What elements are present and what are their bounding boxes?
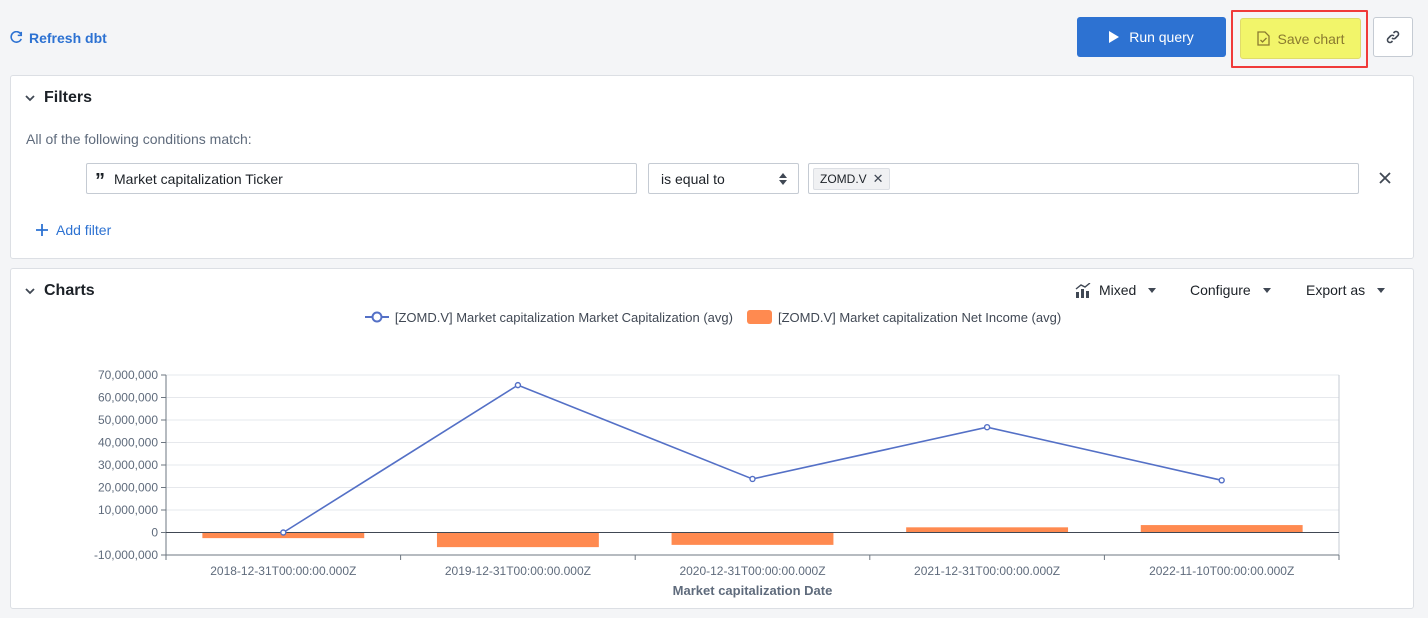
charts-card: Charts Mixed Configure Export as [ZOMD.V… (10, 268, 1414, 609)
charts-title: Charts (44, 282, 95, 299)
caret-down-icon (1148, 287, 1157, 293)
legend-label-bar: [ZOMD.V] Market capitalization Net Incom… (777, 309, 1062, 325)
filter-field-select[interactable]: ” Market capitalization Ticker (86, 163, 637, 194)
run-query-label: Run query (1129, 29, 1194, 45)
legend-bar-swatch (746, 310, 772, 324)
y-tick-label: 60,000,000 (98, 391, 158, 405)
save-chart-button[interactable]: Save chart (1240, 18, 1361, 59)
quote-icon: ” (95, 170, 105, 192)
link-icon (1386, 30, 1400, 44)
chevron-down-icon (25, 288, 35, 295)
x-tick-label: 2018-12-31T00:00:00.000Z (210, 564, 356, 578)
line-point (749, 475, 756, 483)
filter-value-input[interactable]: ZOMD.V ✕ (808, 163, 1359, 194)
close-icon (1379, 172, 1391, 184)
value-tag-label: ZOMD.V (820, 171, 867, 186)
charts-header[interactable]: Charts (24, 280, 95, 302)
line-point (1218, 477, 1225, 484)
x-tick-label: 2020-12-31T00:00:00.000Z (679, 564, 825, 578)
remove-filter-button[interactable] (1376, 169, 1394, 187)
caret-down-icon (1377, 287, 1386, 293)
refresh-dbt-label: Refresh dbt (29, 30, 107, 46)
y-tick-label: 50,000,000 (98, 413, 158, 427)
document-check-icon (1256, 31, 1270, 46)
refresh-icon (10, 31, 23, 43)
x-tick-label: 2019-12-31T00:00:00.000Z (445, 564, 591, 578)
tag-remove-icon[interactable]: ✕ (872, 170, 884, 186)
bar (436, 532, 599, 548)
export-label: Export as (1306, 282, 1366, 298)
run-query-button[interactable]: Run query (1077, 17, 1226, 57)
y-tick-label: 30,000,000 (98, 458, 158, 472)
legend-line-marker (364, 311, 389, 323)
y-tick-label: 10,000,000 (98, 503, 158, 517)
y-tick-label: 40,000,000 (98, 436, 158, 450)
export-menu[interactable]: Export as (1306, 279, 1386, 301)
filters-title: Filters (44, 89, 93, 106)
y-tick-label: -10,000,000 (94, 548, 158, 562)
play-icon (1109, 31, 1120, 43)
mixed-chart-icon (1075, 282, 1091, 298)
line-point (983, 423, 991, 431)
bar (1140, 525, 1303, 533)
configure-menu[interactable]: Configure (1190, 279, 1271, 301)
y-tick-label: 70,000,000 (98, 368, 158, 382)
value-tag: ZOMD.V ✕ (813, 167, 890, 190)
filters-header[interactable]: Filters (24, 87, 92, 109)
filter-operator-select[interactable]: is equal to (648, 163, 799, 194)
plus-icon (36, 224, 48, 236)
add-filter-button[interactable]: Add filter (36, 219, 111, 241)
top-toolbar: Refresh dbt Run query Save chart (0, 0, 1428, 74)
chevron-down-icon (25, 95, 35, 102)
bar (906, 527, 1069, 533)
y-tick-label: 0 (151, 526, 158, 540)
x-axis-label: Market capitalization Date (673, 583, 833, 598)
y-tick-label: 20,000,000 (98, 481, 158, 495)
save-chart-highlight: Save chart (1231, 10, 1368, 68)
filter-field-label: Market capitalization Ticker (114, 170, 283, 187)
refresh-dbt-button[interactable]: Refresh dbt (9, 28, 107, 48)
chart-legend: [ZOMD.V] Market capitalization Market Ca… (11, 306, 1415, 328)
line-point (280, 529, 287, 536)
configure-label: Configure (1190, 282, 1251, 298)
chart-type-label: Mixed (1099, 282, 1137, 298)
legend-item-bar[interactable]: [ZOMD.V] Market capitalization Net Incom… (746, 309, 1062, 325)
filters-card: Filters All of the following conditions … (10, 75, 1414, 259)
condition-label: All of the following conditions match: (26, 131, 252, 147)
filter-operator-label: is equal to (661, 170, 725, 187)
caret-down-icon (1262, 287, 1271, 293)
bar (671, 532, 834, 545)
legend-item-line[interactable]: [ZOMD.V] Market capitalization Market Ca… (364, 309, 733, 325)
line-point (514, 381, 522, 389)
chart-type-menu[interactable]: Mixed (1075, 279, 1157, 301)
sort-caret-icon (779, 172, 787, 185)
mixed-chart: -10,000,000 0 10,000,000 20,000,000 30,000,0… (94, 368, 1340, 598)
legend-label-line: [ZOMD.V] Market capitalization Market Ca… (394, 309, 733, 325)
save-chart-label: Save chart (1277, 30, 1345, 47)
x-tick-label: 2021-12-31T00:00:00.000Z (914, 564, 1060, 578)
x-tick-label: 2022-11-10T00:00:00.000Z (1149, 564, 1294, 578)
copy-link-button[interactable] (1373, 17, 1413, 57)
add-filter-label: Add filter (56, 222, 112, 238)
